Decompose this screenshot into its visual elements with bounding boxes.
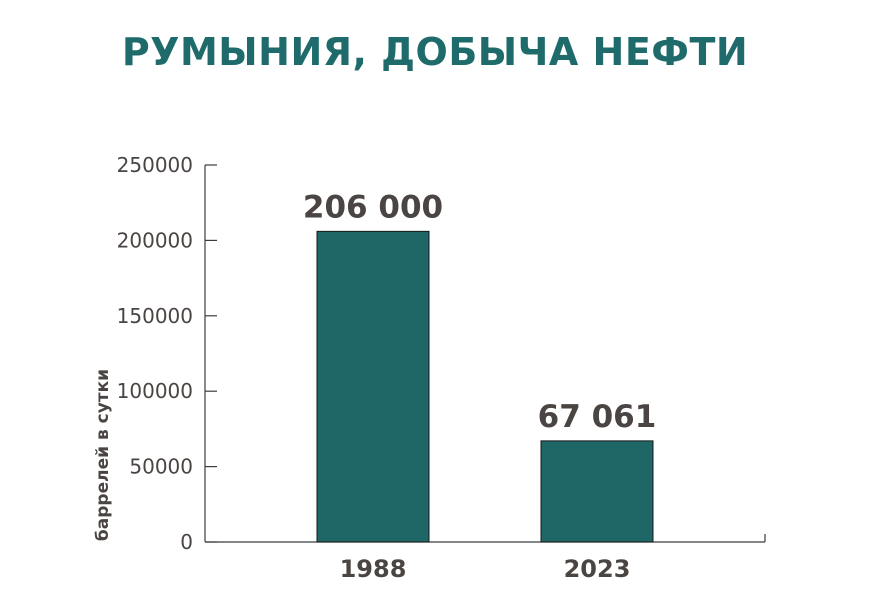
y-tick-label: 150000: [117, 304, 193, 328]
chart-title: РУМЫНИЯ, ДОБЫЧА НЕФТИ: [121, 30, 749, 74]
x-tick-label-1988: 1988: [340, 555, 407, 583]
y-tick-label: 50000: [129, 455, 193, 479]
y-axis-label: баррелей в сутки: [93, 369, 113, 541]
y-tick-label: 100000: [117, 379, 193, 403]
bar-1988: [316, 230, 430, 543]
y-tick-label: 200000: [117, 228, 193, 252]
x-tick-label-2023: 2023: [564, 555, 631, 583]
data-label-2023: 67 061: [538, 399, 657, 435]
y-tick-label: 250000: [117, 153, 193, 177]
data-label-1988: 206 000: [303, 189, 443, 225]
bar-2023: [540, 440, 654, 543]
y-tick-label: 0: [180, 530, 193, 554]
